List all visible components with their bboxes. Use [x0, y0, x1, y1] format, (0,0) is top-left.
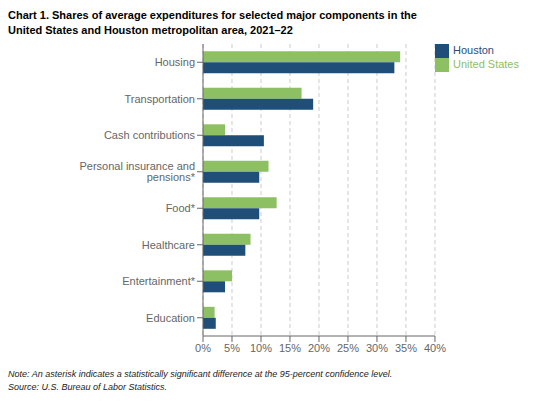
svg-text:25%: 25% [337, 342, 359, 354]
svg-text:Housing: Housing [155, 56, 195, 68]
svg-text:Personal insurance andpensions: Personal insurance andpensions* [79, 160, 195, 183]
svg-text:10%: 10% [250, 342, 272, 354]
svg-text:Cash contributions: Cash contributions [104, 129, 196, 141]
svg-text:20%: 20% [308, 342, 330, 354]
svg-text:5%: 5% [224, 342, 240, 354]
svg-text:Healthcare: Healthcare [142, 239, 195, 251]
html-text:Note: An asterisk indicates a: Note: An asterisk indicates a statistica… [8, 369, 393, 379]
html-text:Source: U.S. Bureau of Labor S: Source: U.S. Bureau of Labor Statistics. [8, 382, 168, 392]
svg-text:35%: 35% [395, 342, 417, 354]
svg-text:40%: 40% [424, 342, 446, 354]
html-text:United States: United States [453, 58, 519, 71]
svg-text:Education: Education [146, 312, 195, 324]
svg-text:30%: 30% [366, 342, 388, 354]
html-text:Houston: Houston [453, 44, 494, 56]
svg-text:0%: 0% [195, 342, 211, 354]
svg-text:15%: 15% [279, 342, 301, 354]
svg-text:Transportation: Transportation [124, 93, 195, 105]
svg-text:Entertainment*: Entertainment* [122, 275, 195, 287]
html-text:Chart 1. Shares of average exp: Chart 1. Shares of average expenditures … [8, 9, 417, 21]
html-text:United States and Houston metr: United States and Houston metropolitan a… [8, 24, 293, 36]
svg-text:Food*: Food* [166, 202, 196, 214]
